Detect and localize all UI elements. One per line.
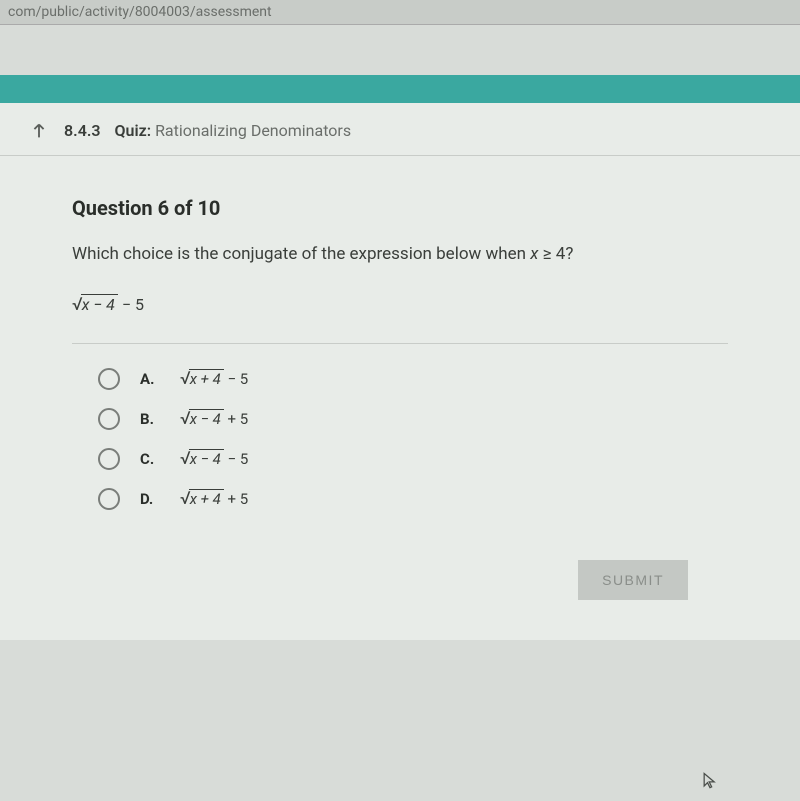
- back-arrow-icon[interactable]: [28, 119, 50, 141]
- option-tail: − 5: [224, 450, 248, 468]
- quiz-section-number: 8.4.3: [64, 121, 101, 140]
- option-tail: + 5: [224, 490, 248, 508]
- radio-b[interactable]: [98, 408, 120, 430]
- option-letter: A.: [140, 370, 160, 388]
- content-area: 8.4.3 Quiz: Rationalizing Denominators Q…: [0, 103, 800, 640]
- option-b[interactable]: B. √x − 4 + 5: [98, 408, 728, 430]
- submit-row: SUBMIT: [72, 510, 728, 620]
- cursor-icon: [700, 769, 720, 793]
- prompt-prefix: Which choice is the conjugate of the exp…: [72, 244, 530, 264]
- quiz-title: Rationalizing Denominators: [155, 121, 351, 140]
- quiz-header: 8.4.3 Quiz: Rationalizing Denominators: [0, 103, 800, 156]
- question-expression: √ x − 4 − 5: [72, 294, 728, 315]
- option-expression: √x + 4 − 5: [180, 368, 248, 389]
- option-tail: − 5: [224, 370, 248, 388]
- option-expression: √x − 4 + 5: [180, 408, 248, 429]
- option-expression: √x − 4 − 5: [180, 448, 248, 469]
- quiz-label: Quiz:: [115, 121, 152, 140]
- option-radicand: x − 4: [189, 449, 224, 468]
- option-radicand: x + 4: [189, 369, 224, 388]
- url-bar: com/public/activity/8004003/assessment: [0, 0, 800, 25]
- option-expression: √x + 4 + 5: [180, 488, 248, 509]
- option-a[interactable]: A. √x + 4 − 5: [98, 368, 728, 390]
- question-number: Question 6 of 10: [72, 196, 728, 220]
- option-d[interactable]: D. √x + 4 + 5: [98, 488, 728, 510]
- option-radicand: x − 4: [189, 409, 224, 428]
- option-radicand: x + 4: [189, 489, 224, 508]
- accent-bar: [0, 75, 800, 103]
- radio-d[interactable]: [98, 488, 120, 510]
- submit-button[interactable]: SUBMIT: [578, 560, 688, 600]
- option-tail: + 5: [224, 410, 248, 428]
- option-letter: B.: [140, 410, 160, 428]
- option-c[interactable]: C. √x − 4 − 5: [98, 448, 728, 470]
- options-list: A. √x + 4 − 5 B. √x − 4 + 5 C. √x − 4 − …: [72, 368, 728, 510]
- option-letter: D.: [140, 490, 160, 508]
- prompt-condition: ≥ 4?: [538, 244, 573, 264]
- url-text: com/public/activity/8004003/assessment: [8, 4, 272, 20]
- expression-radicand: x − 4: [81, 294, 118, 314]
- expression-tail: − 5: [118, 295, 144, 314]
- question-prompt: Which choice is the conjugate of the exp…: [72, 242, 728, 268]
- divider: [72, 343, 728, 344]
- radio-c[interactable]: [98, 448, 120, 470]
- radio-a[interactable]: [98, 368, 120, 390]
- question-block: Question 6 of 10 Which choice is the con…: [0, 156, 800, 640]
- option-letter: C.: [140, 450, 160, 468]
